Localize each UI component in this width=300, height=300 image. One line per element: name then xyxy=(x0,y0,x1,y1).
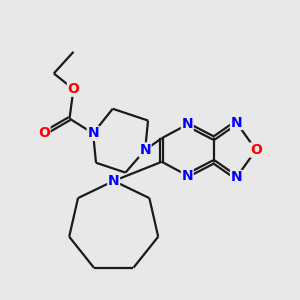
Text: N: N xyxy=(108,174,119,188)
Text: N: N xyxy=(231,116,242,130)
Text: N: N xyxy=(139,143,151,157)
Text: O: O xyxy=(250,143,262,157)
Text: O: O xyxy=(38,126,50,140)
Text: O: O xyxy=(68,82,80,96)
Text: N: N xyxy=(231,170,242,184)
Text: N: N xyxy=(87,126,99,140)
Text: N: N xyxy=(182,118,193,131)
Text: N: N xyxy=(182,169,193,182)
